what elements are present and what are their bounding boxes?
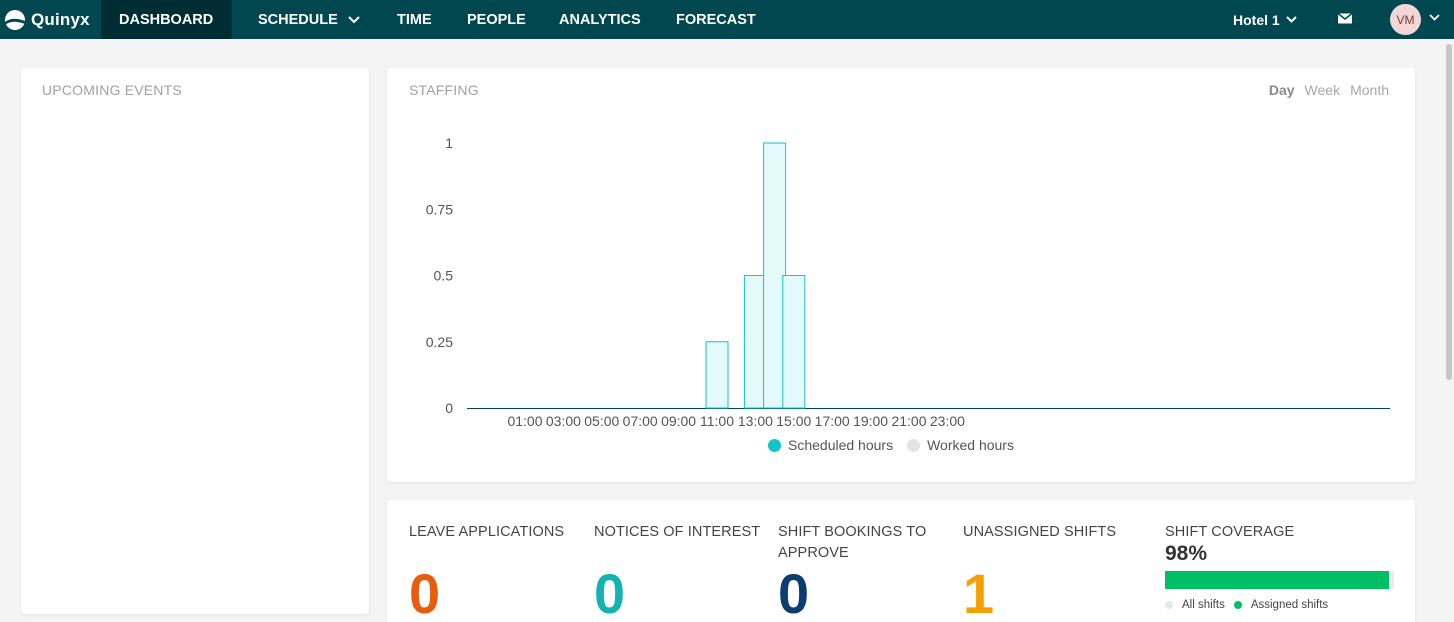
nav-schedule[interactable]: SCHEDULE — [258, 0, 360, 39]
leave-applications-count[interactable]: 0 — [409, 562, 441, 622]
x-tick-label: 19:00 — [853, 413, 888, 428]
upcoming-events-title: UPCOMING EVENTS — [42, 82, 182, 98]
leave-applications-widget[interactable]: LEAVE APPLICATIONS — [409, 522, 579, 543]
tab-day[interactable]: Day — [1268, 82, 1295, 98]
x-tick-label: 01:00 — [507, 413, 542, 428]
shift-bookings-label: SHIFT BOOKINGS TO APPROVE — [778, 524, 927, 561]
shift-bookings-count[interactable]: 0 — [778, 562, 810, 622]
x-tick-label: 11:00 — [700, 413, 734, 428]
legend-all-shifts-swatch — [1165, 601, 1173, 609]
legend-all-shifts-label: All shifts — [1182, 599, 1225, 611]
x-tick-label: 15:00 — [776, 413, 811, 428]
leave-applications-label: LEAVE APPLICATIONS — [409, 524, 565, 540]
notices-of-interest-count[interactable]: 0 — [594, 562, 626, 622]
x-tick-label: 23:00 — [930, 413, 965, 428]
x-tick-label: 03:00 — [546, 413, 581, 428]
x-tick-label: 13:00 — [738, 413, 773, 428]
legend-worked[interactable]: Worked hours — [907, 437, 1014, 453]
unit-selector-label: Hotel 1 — [1233, 11, 1280, 28]
x-tick-label: 17:00 — [815, 413, 850, 428]
mail-icon[interactable] — [1337, 12, 1353, 25]
chevron-down-icon[interactable] — [1429, 14, 1440, 21]
user-avatar[interactable]: VM — [1390, 4, 1421, 35]
notices-of-interest-label: NOTICES OF INTEREST — [594, 524, 761, 540]
legend-worked-swatch — [907, 438, 921, 452]
y-tick-label: 0.75 — [426, 201, 453, 217]
legend-assigned-shifts-label: Assigned shifts — [1250, 599, 1329, 611]
y-tick-label: 1 — [445, 135, 453, 151]
nav-dashboard[interactable]: DASHBOARD — [101, 0, 232, 39]
tab-month[interactable]: Month — [1350, 82, 1389, 98]
range-tabs: Day Week Month — [1269, 82, 1389, 98]
unassigned-shifts-widget[interactable]: UNASSIGNED SHIFTS — [963, 522, 1133, 543]
staffing-card: STAFFING Day Week Month 0 0.25 0.5 0.75 1 01:… — [387, 68, 1415, 482]
app-name: Quinyx — [31, 9, 90, 29]
unassigned-shifts-label: UNASSIGNED SHIFTS — [963, 524, 1117, 540]
quinyx-logo-icon — [5, 9, 25, 30]
y-tick-label: 0 — [445, 400, 453, 416]
chart-legend: Scheduled hours Worked hours — [768, 437, 1028, 453]
scheduled-hours-bar — [782, 275, 806, 409]
shift-coverage-legend: All shifts Assigned shifts — [1165, 599, 1328, 611]
scrollbar-thumb[interactable] — [1446, 44, 1452, 380]
nav-schedule-label: SCHEDULE — [258, 11, 338, 28]
y-tick-label: 0.25 — [426, 334, 453, 350]
x-tick-label: 09:00 — [661, 413, 696, 428]
shift-coverage-title: SHIFT COVERAGE — [1165, 524, 1295, 540]
nav-analytics[interactable]: ANALYTICS — [559, 11, 641, 28]
upcoming-events-card: UPCOMING EVENTS — [21, 68, 369, 614]
top-nav-bar: Quinyx DASHBOARD SCHEDULE TIME PEOPLE AN… — [0, 0, 1454, 39]
tab-week[interactable]: Week — [1304, 82, 1341, 98]
shift-bookings-widget[interactable]: SHIFT BOOKINGS TO APPROVE — [778, 522, 938, 564]
legend-assigned-shifts-swatch — [1233, 601, 1242, 609]
nav-time[interactable]: TIME — [397, 11, 432, 28]
notices-of-interest-widget[interactable]: NOTICES OF INTEREST — [594, 522, 764, 543]
legend-scheduled-label: Scheduled hours — [788, 437, 894, 453]
shift-coverage-bar-fill — [1165, 571, 1390, 589]
y-tick-label: 0.5 — [434, 268, 454, 284]
nav-forecast[interactable]: FORECAST — [676, 11, 756, 28]
legend-scheduled-swatch — [768, 438, 781, 452]
staffing-chart: 0 0.25 0.5 0.75 1 01:00 03:00 05:00 07:00 09:00 11… — [426, 135, 1390, 428]
nav-people[interactable]: PEOPLE — [467, 11, 526, 28]
x-tick-label: 07:00 — [623, 413, 658, 428]
stats-card: LEAVE APPLICATIONS 0 NOTICES OF INTEREST… — [387, 500, 1415, 622]
quinyx-logo[interactable]: Quinyx — [0, 0, 101, 39]
unit-selector[interactable]: Hotel 1 — [1233, 0, 1297, 39]
legend-worked-label: Worked hours — [927, 437, 1014, 453]
chevron-down-icon — [1285, 16, 1297, 23]
shift-coverage-percent: 98% — [1165, 542, 1208, 565]
shift-coverage-bar[interactable] — [1165, 571, 1394, 589]
x-tick-label: 05:00 — [584, 413, 619, 428]
legend-scheduled[interactable]: Scheduled hours — [768, 437, 893, 453]
chevron-down-icon — [348, 15, 360, 23]
unassigned-shifts-count[interactable]: 1 — [963, 562, 995, 622]
x-tick-label: 21:00 — [891, 413, 926, 428]
staffing-title: STAFFING — [409, 82, 479, 98]
scheduled-hours-bar — [705, 341, 729, 409]
shift-coverage-widget: SHIFT COVERAGE — [1165, 522, 1294, 543]
